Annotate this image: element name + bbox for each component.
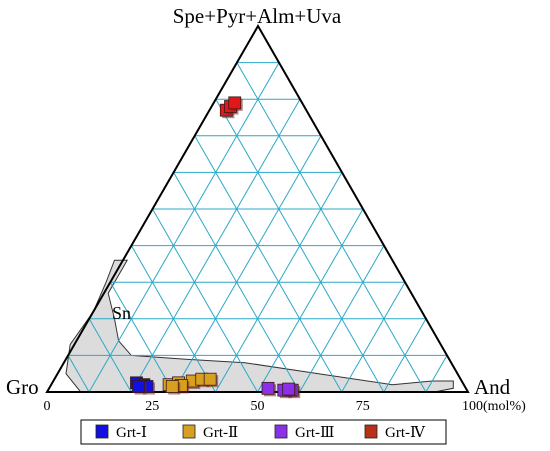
data-point — [228, 96, 243, 111]
grid-line-gro-50 — [152, 208, 258, 393]
legend-swatch — [364, 424, 378, 439]
grid-layer — [67, 62, 448, 393]
data-point — [261, 381, 277, 397]
data-point-marker — [165, 380, 179, 393]
data-point — [165, 380, 181, 395]
grid-line-and-70 — [341, 281, 406, 393]
tick-label-100: 100(mol%) — [462, 399, 526, 414]
data-point — [203, 372, 219, 388]
legend-frame — [80, 419, 447, 445]
data-point — [132, 380, 147, 395]
grid-line-gro-10 — [236, 62, 427, 393]
vertex-label-right: And — [474, 375, 511, 399]
grid-line-and-90 — [425, 355, 448, 393]
grid-line-gro-60 — [130, 245, 216, 393]
legend-swatch — [274, 424, 288, 439]
data-point-marker — [261, 381, 275, 395]
bottom-tick-labels: 0 25 50 75 100(mol%) — [44, 399, 527, 414]
tick-label-50: 50 — [251, 399, 265, 414]
grid-line-and-30 — [172, 135, 322, 393]
grid-line-and-60 — [299, 245, 385, 393]
legend-swatch — [182, 424, 196, 439]
tick-label-75: 75 — [356, 399, 370, 414]
vertex-label-left: Gro — [6, 375, 39, 399]
triangle-frame — [45, 23, 470, 393]
vertex-label-top: Spe+Pyr+Alm+Uva — [173, 4, 342, 28]
legend-swatch — [95, 424, 109, 439]
legend-label: Grt-Ⅲ — [295, 425, 334, 441]
data-point-marker — [282, 382, 296, 396]
data-point — [282, 382, 297, 398]
data-point-marker — [203, 372, 217, 386]
legend-label: Grt-Ⅱ — [203, 425, 238, 441]
grid-line-gro-30 — [194, 135, 343, 393]
legend-label: Grt-Ⅳ — [385, 425, 426, 441]
data-point-marker — [228, 96, 242, 110]
legend-label: Grt-Ⅰ — [116, 425, 147, 441]
tick-label-0: 0 — [44, 399, 51, 414]
data-point-marker — [132, 380, 145, 393]
tick-label-25: 25 — [145, 399, 159, 414]
grid-line-and-50 — [257, 208, 364, 393]
grid-line-gro-70 — [109, 281, 174, 393]
grid-line-gro-80 — [88, 318, 132, 393]
legend: Grt-Ⅰ Grt-Ⅱ Grt-Ⅲ Grt-Ⅳ — [80, 419, 447, 445]
triangle-frame-layer — [45, 23, 470, 393]
sn-field-label: Sn — [112, 303, 131, 323]
data-points-layer — [130, 96, 301, 399]
grid-line-and-80 — [383, 318, 427, 393]
grid-line-gro-90 — [67, 355, 90, 393]
labels-layer: Spe+Pyr+Alm+Uva Gro And Sn — [6, 4, 511, 399]
grid-line-and-10 — [88, 62, 280, 393]
